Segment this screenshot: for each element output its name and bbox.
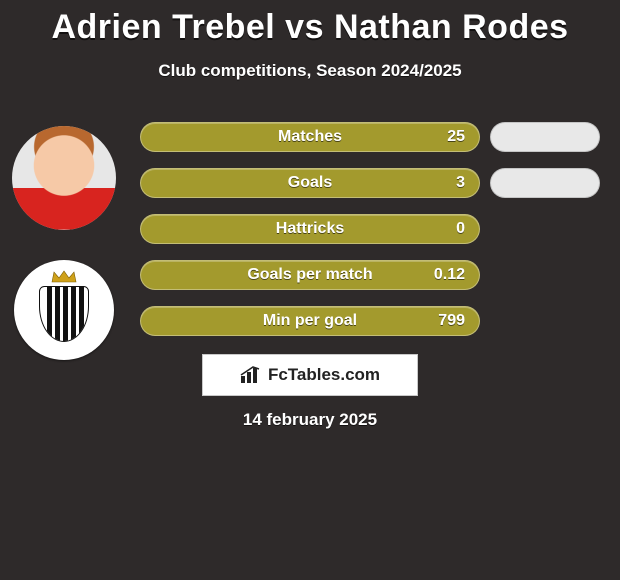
opponent-pill [490, 122, 600, 152]
stat-label: Goals [288, 169, 332, 197]
player-avatar [12, 126, 116, 230]
club-stripe [71, 287, 76, 341]
club-stripe [47, 287, 52, 341]
player-column [8, 126, 120, 360]
opponent-pills [490, 122, 600, 352]
opponent-pill [490, 168, 600, 198]
club-stripe [55, 287, 60, 341]
date-text: 14 february 2025 [0, 410, 620, 430]
stat-bars: Matches 25 Goals 3 Hattricks 0 Goals per… [140, 122, 480, 352]
stat-label: Goals per match [247, 261, 372, 289]
stat-value: 799 [438, 307, 465, 335]
stat-value: 0 [456, 215, 465, 243]
stat-label: Hattricks [276, 215, 344, 243]
stat-bar: Matches 25 [140, 122, 480, 152]
club-stripe [79, 287, 84, 341]
page-title: Adrien Trebel vs Nathan Rodes [0, 0, 620, 47]
stat-value: 3 [456, 169, 465, 197]
crown-icon [50, 270, 78, 284]
season-subtitle: Club competitions, Season 2024/2025 [0, 61, 620, 81]
club-stripe [63, 287, 68, 341]
chart-bars-icon [240, 366, 262, 384]
stat-label: Min per goal [263, 307, 357, 335]
club-shield [39, 286, 89, 342]
stat-bar: Goals per match 0.12 [140, 260, 480, 290]
stat-bar: Min per goal 799 [140, 306, 480, 336]
brand-text: FcTables.com [268, 365, 380, 385]
stat-value: 25 [447, 123, 465, 151]
stat-bar: Goals 3 [140, 168, 480, 198]
club-badge [14, 260, 114, 360]
brand-badge: FcTables.com [202, 354, 418, 396]
stat-label: Matches [278, 123, 342, 151]
stat-value: 0.12 [434, 261, 465, 289]
avatar-face [12, 126, 116, 230]
stat-bar: Hattricks 0 [140, 214, 480, 244]
